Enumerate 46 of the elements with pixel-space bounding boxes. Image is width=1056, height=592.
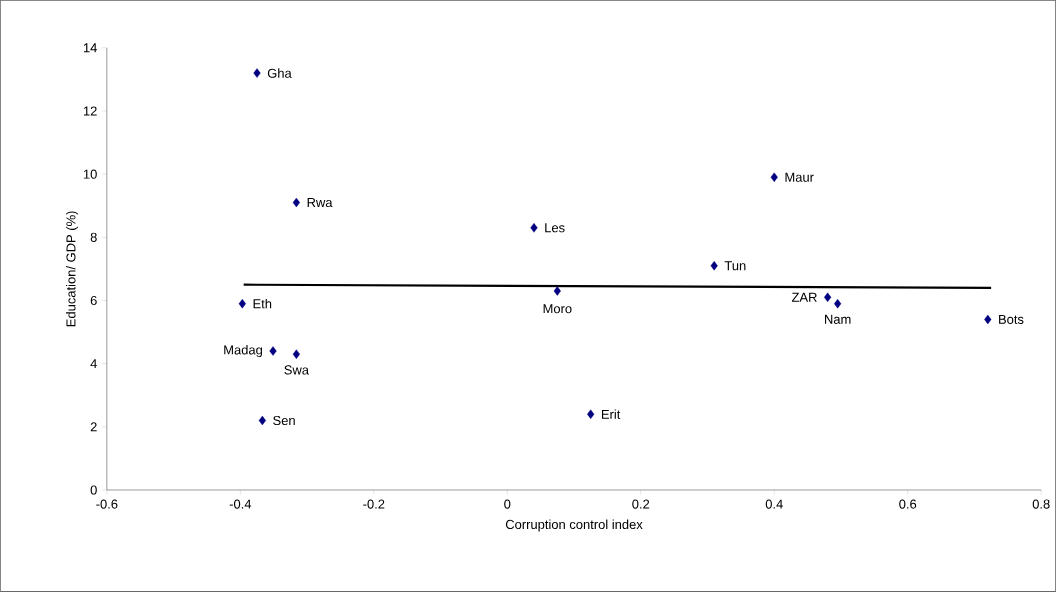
y-tick-label: 4: [90, 359, 97, 369]
point: [269, 346, 277, 356]
x-axis-title: Corruption control index: [505, 519, 643, 532]
point: [292, 197, 300, 208]
annotation: Moro: [543, 304, 572, 314]
y-axis-title: Education/ GDP (%): [66, 211, 79, 327]
annotation: Bots: [999, 315, 1024, 325]
point: [587, 409, 595, 419]
annotation: Madag: [224, 345, 262, 358]
point: [258, 415, 266, 426]
annotation: Tun: [724, 261, 746, 271]
y-tick-label: 0: [90, 485, 97, 495]
annotation: Gha: [267, 68, 292, 78]
point: [834, 299, 842, 309]
point: [553, 286, 561, 296]
x-tick-label: 0.6: [899, 499, 917, 509]
point: [292, 349, 300, 359]
x-tick-label: -0.4: [229, 499, 252, 509]
y-tick-label: 8: [90, 232, 97, 242]
annotation: Les: [545, 223, 565, 233]
x-tick-label: 0.8: [1032, 499, 1050, 509]
y-tick-label: 10: [83, 169, 97, 179]
x-tick-label: 0.2: [632, 499, 650, 509]
x-tick-label: -0.2: [363, 499, 385, 509]
point: [710, 261, 718, 271]
y-tick-label: 2: [90, 422, 97, 432]
annotation: Nam: [825, 314, 851, 324]
y-tick-label: 12: [83, 106, 97, 116]
y-tick-label: 6: [90, 295, 97, 306]
annotation: Maur: [785, 172, 814, 182]
annotation: Swa: [284, 365, 309, 375]
point: [824, 292, 832, 303]
annotation: Erit: [601, 409, 621, 420]
annotation: Sen: [273, 416, 295, 426]
point: [253, 68, 261, 78]
point: [770, 172, 778, 183]
x-tick-label: 0: [504, 499, 511, 509]
x-tick-label: 0.4: [765, 499, 783, 509]
y-tick-label: 14: [83, 43, 97, 53]
point: [530, 223, 538, 233]
annotation: Eth: [253, 298, 272, 309]
point: [238, 299, 246, 309]
annotation: Rwa: [307, 198, 333, 208]
point: [984, 314, 992, 325]
x-tick-label: -0.6: [96, 499, 118, 509]
annotation: ZAR: [791, 292, 817, 302]
